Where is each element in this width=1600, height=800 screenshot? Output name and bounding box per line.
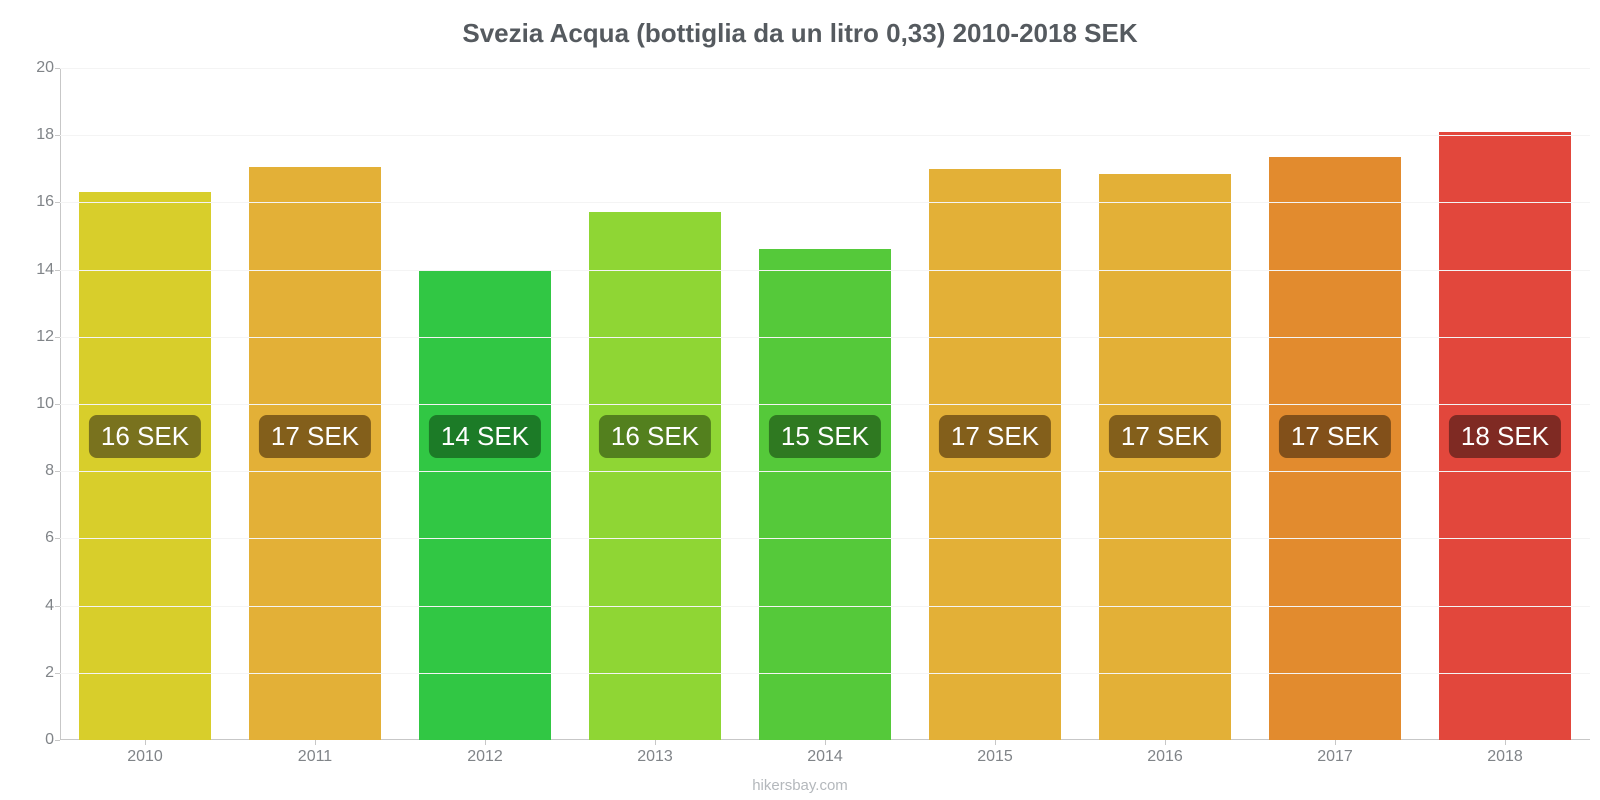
y-tick-label: 8 <box>14 462 54 480</box>
gridline <box>60 606 1590 607</box>
gridline <box>60 68 1590 69</box>
gridline <box>60 202 1590 203</box>
y-tick-label: 10 <box>14 395 54 413</box>
x-tick-label: 2018 <box>1487 748 1523 766</box>
y-tick-label: 20 <box>14 59 54 77</box>
bar: 16 SEK <box>79 192 212 740</box>
x-tick-mark <box>1165 740 1166 745</box>
bar-value-label: 14 SEK <box>429 415 541 458</box>
y-tick-label: 2 <box>14 664 54 682</box>
bar-value-label: 18 SEK <box>1449 415 1561 458</box>
gridline <box>60 471 1590 472</box>
gridline <box>60 538 1590 539</box>
x-tick-mark <box>995 740 996 745</box>
gridline <box>60 135 1590 136</box>
y-tick-mark <box>55 404 60 405</box>
bar: 17 SEK <box>1269 157 1402 740</box>
bar-value-label: 17 SEK <box>259 415 371 458</box>
bar: 18 SEK <box>1439 132 1572 740</box>
y-tick-label: 12 <box>14 328 54 346</box>
bar-value-label: 17 SEK <box>1279 415 1391 458</box>
x-tick-label: 2011 <box>298 748 332 766</box>
gridline <box>60 270 1590 271</box>
y-tick-mark <box>55 202 60 203</box>
x-tick-mark <box>485 740 486 745</box>
gridline <box>60 337 1590 338</box>
bar: 17 SEK <box>249 167 382 740</box>
x-tick-mark <box>1505 740 1506 745</box>
x-tick-mark <box>1335 740 1336 745</box>
x-tick-label: 2014 <box>807 748 843 766</box>
bar-value-label: 17 SEK <box>939 415 1051 458</box>
x-tick-label: 2012 <box>467 748 503 766</box>
bar: 14 SEK <box>419 271 552 740</box>
bar-value-label: 16 SEK <box>89 415 201 458</box>
bar: 17 SEK <box>1099 174 1232 740</box>
x-tick-mark <box>315 740 316 745</box>
y-tick-mark <box>55 68 60 69</box>
bar-value-label: 16 SEK <box>599 415 711 458</box>
y-tick-label: 6 <box>14 529 54 547</box>
x-tick-label: 2013 <box>637 748 673 766</box>
y-tick-label: 0 <box>14 731 54 749</box>
bar-value-label: 17 SEK <box>1109 415 1221 458</box>
x-tick-mark <box>825 740 826 745</box>
bar: 17 SEK <box>929 169 1062 740</box>
chart-container: Svezia Acqua (bottiglia da un litro 0,33… <box>0 0 1600 800</box>
y-tick-label: 14 <box>14 261 54 279</box>
x-tick-label: 2010 <box>127 748 163 766</box>
y-tick-mark <box>55 270 60 271</box>
gridline <box>60 404 1590 405</box>
x-tick-mark <box>655 740 656 745</box>
x-tick-label: 2017 <box>1317 748 1353 766</box>
x-tick-label: 2016 <box>1147 748 1183 766</box>
bar: 15 SEK <box>759 249 892 740</box>
gridline <box>60 673 1590 674</box>
x-tick-label: 2015 <box>977 748 1013 766</box>
y-tick-label: 16 <box>14 193 54 211</box>
y-tick-mark <box>55 337 60 338</box>
plot-area: 16 SEK 17 SEK 14 SEK 16 SEK 15 SEK 17 SEK 17 S… <box>60 68 1590 740</box>
y-tick-mark <box>55 538 60 539</box>
attribution-text: hikersbay.com <box>0 777 1600 794</box>
y-tick-mark <box>55 673 60 674</box>
bar-value-label: 15 SEK <box>769 415 881 458</box>
y-tick-label: 4 <box>14 597 54 615</box>
y-tick-mark <box>55 740 60 741</box>
chart-title: Svezia Acqua (bottiglia da un litro 0,33… <box>0 18 1600 49</box>
y-tick-label: 18 <box>14 126 54 144</box>
y-tick-mark <box>55 135 60 136</box>
y-tick-mark <box>55 471 60 472</box>
y-tick-mark <box>55 606 60 607</box>
bar: 16 SEK <box>589 212 722 740</box>
x-tick-mark <box>145 740 146 745</box>
